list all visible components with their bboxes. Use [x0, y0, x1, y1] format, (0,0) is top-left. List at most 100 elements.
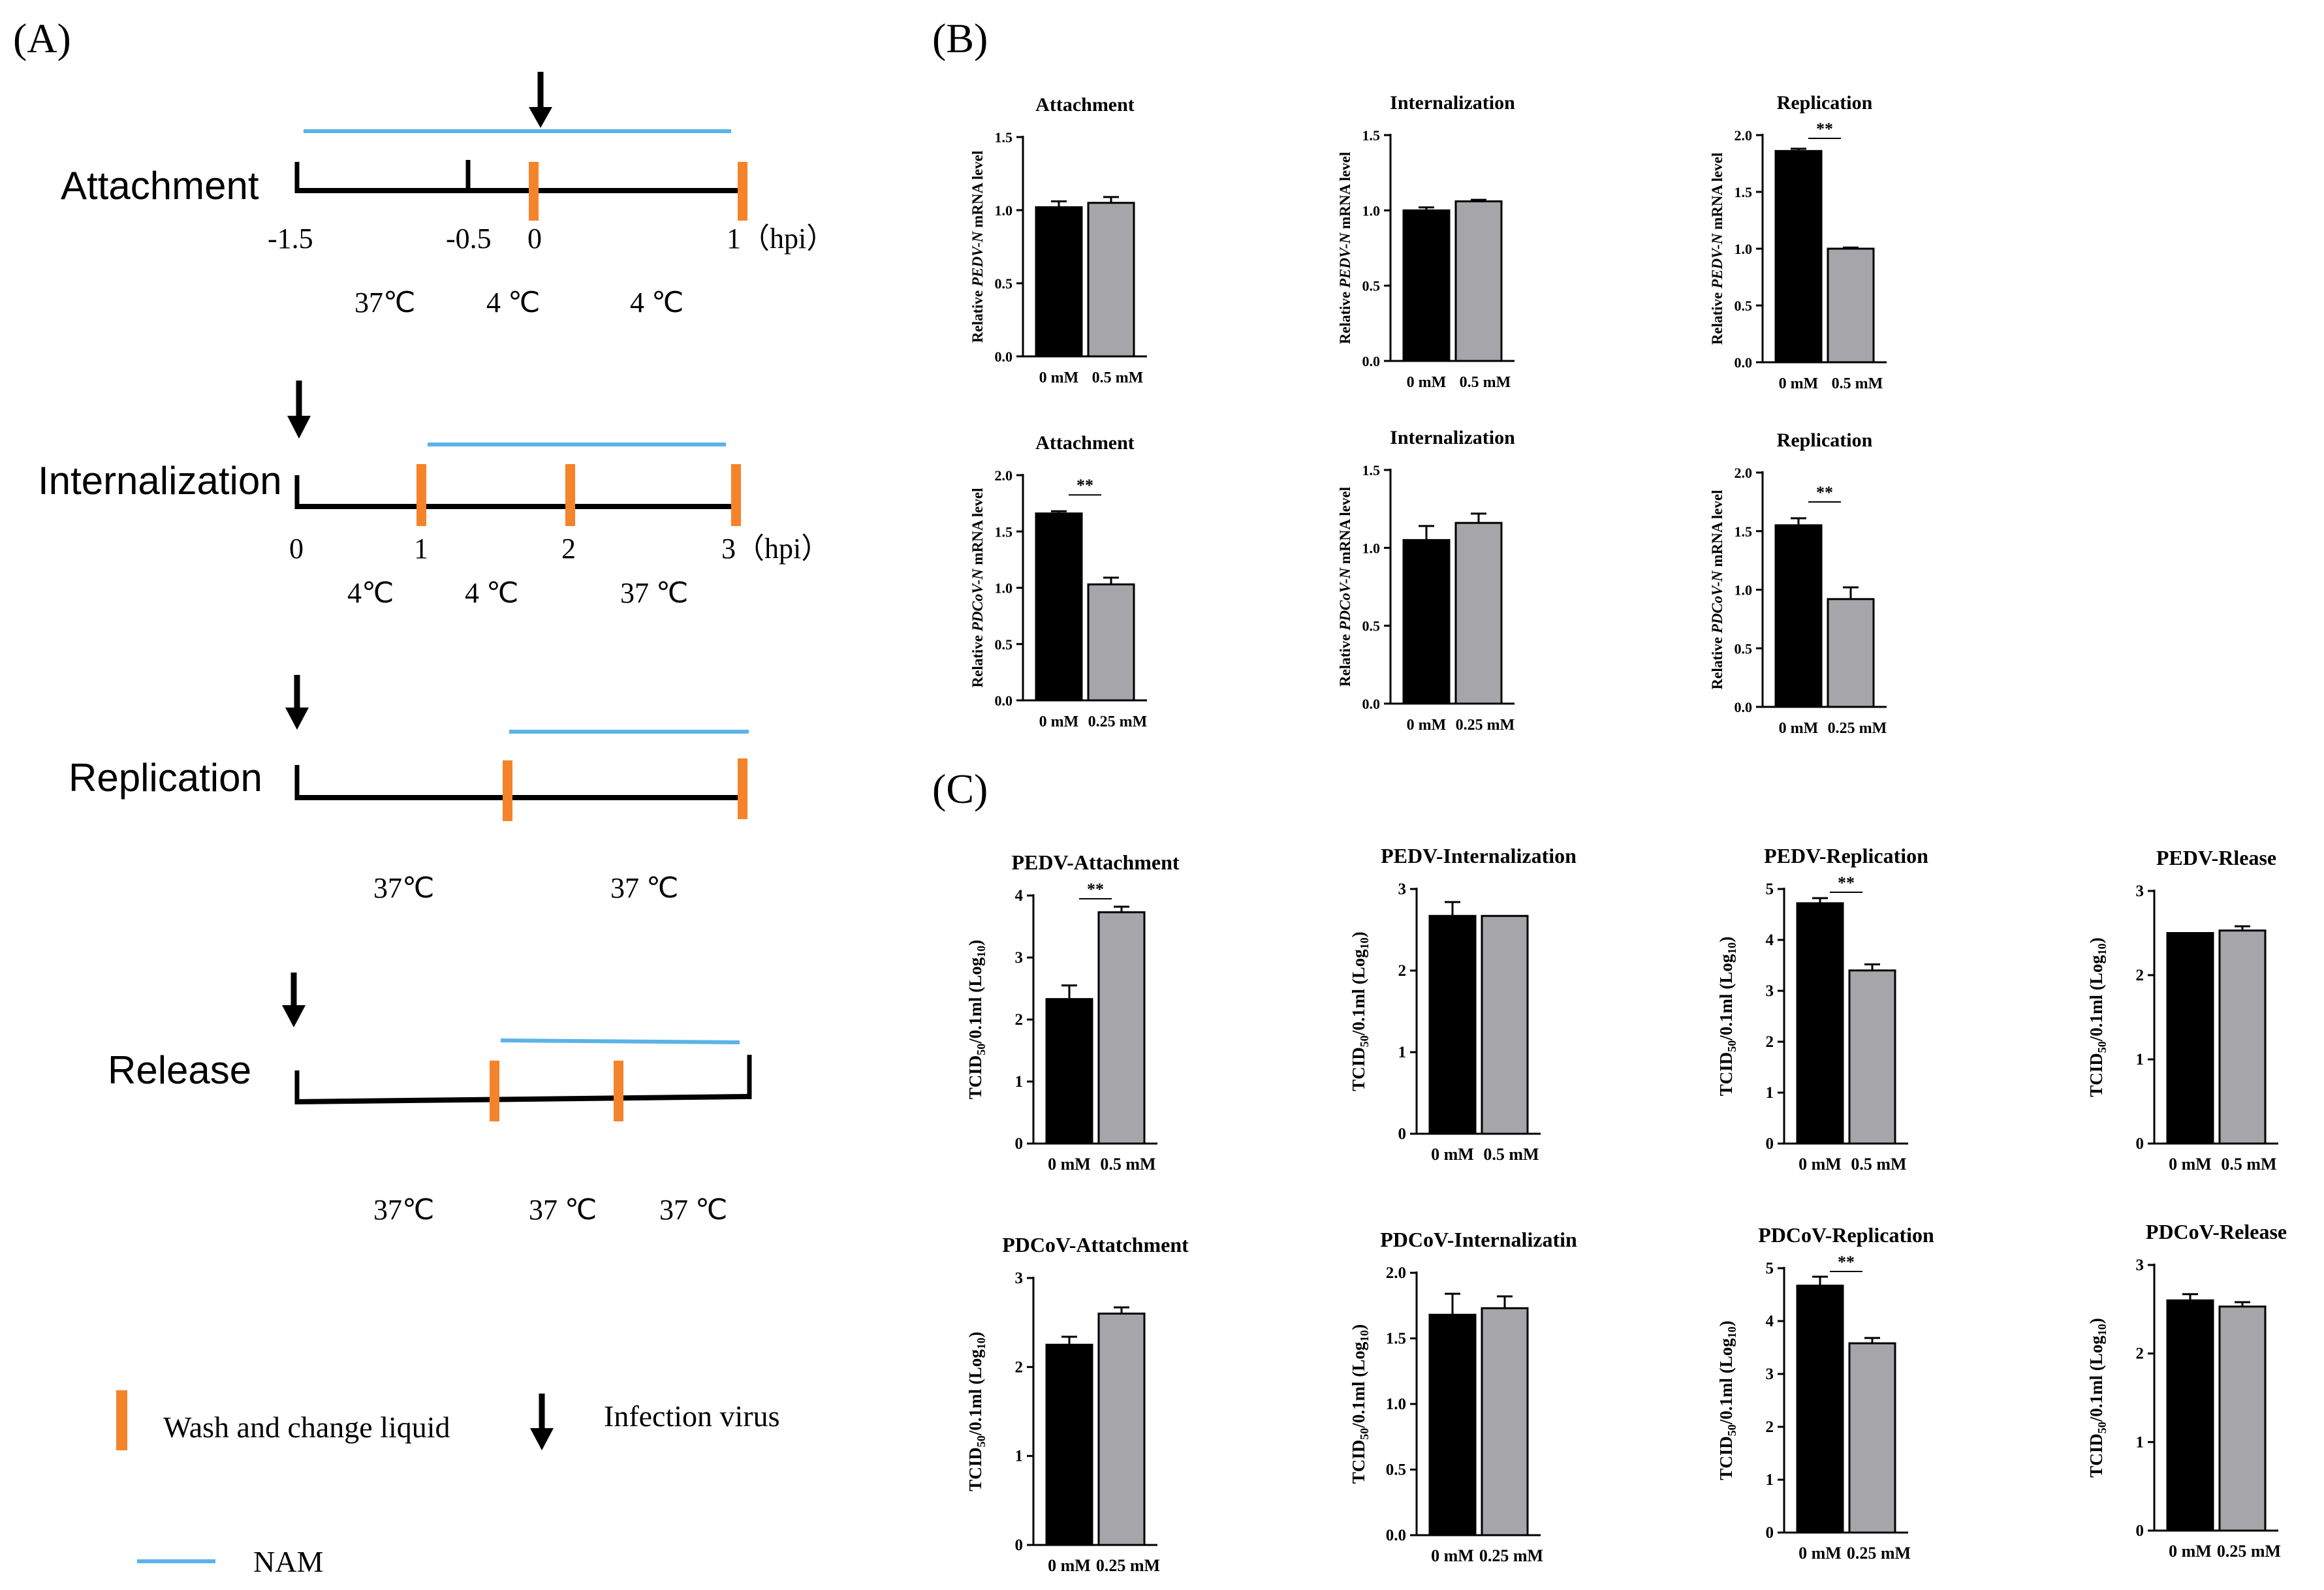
legend-infection-label: Infection virus [604, 1399, 780, 1433]
legend-nam-label: NAM [253, 1545, 323, 1578]
tick-label: 1（hpi） [727, 223, 835, 255]
y-tick-label: 3 [1015, 1270, 1024, 1287]
y-axis-label: TCID50/0.1ml (Log10) [1716, 937, 1738, 1097]
chart-b2: Internalization 0.0 0.5 1.0 1.5 Relative PEDV… [1337, 92, 1515, 391]
bar [1402, 538, 1451, 705]
y-tick-label: 2.0 [1735, 465, 1753, 481]
category-label: 0 mM [1431, 1145, 1474, 1164]
category-label: 0 mM [1779, 375, 1819, 392]
y-tick-label: 0.5 [1735, 298, 1753, 314]
bar [1097, 911, 1146, 1145]
y-tick-label: 1.5 [1735, 184, 1753, 200]
bar [1045, 1343, 1093, 1546]
temp-label: 37 ℃ [659, 1194, 727, 1226]
stage-label: Replication [69, 756, 262, 800]
chart-title: PDCoV-Attatchment [1002, 1233, 1189, 1256]
wash-marker [738, 162, 747, 221]
y-tick-label: 4 [1766, 931, 1774, 949]
y-tick-label: 0 [2136, 1522, 2144, 1540]
category-label: 0 mM [1039, 369, 1079, 386]
wash-marker [738, 758, 747, 819]
y-tick-label: 2 [1398, 962, 1407, 980]
y-tick-label: 3 [1398, 881, 1407, 898]
chart-title: Attachment [1035, 432, 1135, 454]
category-label: 0 mM [2169, 1542, 2212, 1561]
wash-marker [503, 760, 512, 821]
infection-arrow-icon [282, 973, 306, 1027]
bar [2218, 929, 2267, 1145]
chart-c2: PEDV-Internalization 0 1 2 3 TCID50/0.1ml (Lo… [1349, 844, 1577, 1164]
y-tick-label: 1.5 [995, 129, 1013, 146]
chart-title: PDCoV-Replication [1758, 1223, 1934, 1247]
chart-b3: Replication 0.0 0.5 1.0 1.5 2.0 Relative PEDV-… [1709, 92, 1887, 392]
y-tick-label: 3 [1015, 949, 1024, 967]
category-label: 0 mM [1798, 1155, 1842, 1174]
bar [1035, 206, 1083, 358]
category-label: 0.25 mM [1828, 720, 1887, 737]
bar [1454, 200, 1503, 362]
y-axis-label: Relative PEDV-N mRNA level [969, 151, 986, 343]
legend-wash-label: Wash and change liquid [163, 1411, 450, 1444]
tick-label: 0 [527, 223, 542, 255]
y-tick-label: 0.5 [1362, 278, 1381, 294]
y-tick-label: 0.5 [1386, 1461, 1406, 1479]
chart-title: PEDV-Attachment [1011, 850, 1179, 874]
y-tick-label: 2 [1766, 1033, 1774, 1051]
bar [1035, 512, 1083, 702]
y-tick-label: 0 [1015, 1536, 1024, 1554]
category-label: 0.25 mM [1096, 1556, 1160, 1575]
significance-label: ** [1087, 880, 1104, 899]
bar [1428, 1313, 1477, 1536]
temp-label: 37℃ [373, 872, 434, 904]
chart-c8: PDCoV-Release 0 1 2 3 TCID50/0.1ml (Log10) 0 m… [2086, 1220, 2287, 1561]
wash-marker [565, 464, 575, 526]
category-label: 0 mM [1431, 1546, 1474, 1565]
y-tick-label: 2 [1015, 1011, 1024, 1029]
bar [1045, 998, 1093, 1145]
y-axis-label: Relative PDCoV-N mRNA level [969, 488, 986, 688]
stage-label: Internalization [38, 459, 282, 503]
y-axis-label: Relative PEDV-N mRNA level [1709, 153, 1725, 345]
bar [1774, 149, 1823, 364]
y-tick-label: 1.5 [1362, 127, 1381, 144]
y-axis-label: TCID50/0.1ml (Log10) [1349, 1324, 1371, 1484]
temp-label: 4 ℃ [465, 577, 518, 609]
y-axis-label: TCID50/0.1ml (Log10) [2086, 1318, 2109, 1478]
chart-c7: PDCoV-Replication 0 1 2 3 4 5 TCID50/0.1ml (Log… [1716, 1223, 1934, 1563]
chart-title: PEDV-Rlease [2156, 846, 2276, 869]
temp-label: 37℃ [373, 1194, 434, 1226]
category-label: 0.5 mM [1100, 1155, 1155, 1174]
category-label: 0 mM [1798, 1544, 1842, 1563]
tick-label: -0.5 [446, 223, 492, 255]
tick-label: 1 [414, 533, 428, 565]
y-tick-label: 2 [1015, 1358, 1024, 1376]
stage-label: Attachment [61, 164, 259, 208]
y-tick-label: 4 [1766, 1313, 1774, 1330]
chart-c3: PEDV-Replication 0 1 2 3 4 5 TCID50/0.1ml (Log1… [1716, 844, 1928, 1174]
bar [1774, 524, 1823, 708]
y-tick-label: 1.5 [1362, 462, 1381, 478]
y-tick-label: 2 [1766, 1418, 1774, 1436]
y-tick-label: 3 [2136, 1256, 2144, 1274]
bar [1087, 583, 1135, 702]
category-label: 0 mM [1039, 713, 1079, 730]
tick-label: 3（hpi） [721, 533, 830, 565]
bar [1848, 1342, 1896, 1534]
y-axis-label: TCID50/0.1ml (Log10) [1349, 931, 1371, 1091]
y-axis-label: Relative PEDV-N mRNA level [1337, 152, 1353, 344]
category-label: 0.25 mM [1456, 717, 1515, 734]
bar [1796, 1285, 1844, 1534]
y-tick-label: 1 [1398, 1044, 1407, 1061]
significance-label: ** [1076, 476, 1093, 495]
y-tick-label: 4 [1015, 887, 1024, 905]
y-axis-label: TCID50/0.1ml (Log10) [966, 940, 988, 1100]
infection-arrow-icon [530, 1394, 554, 1450]
chart-c6: PDCoV-Internalizatin 0.0 0.5 1.0 1.5 2.0 TCID5… [1349, 1228, 1577, 1565]
category-label: 0.25 mM [1847, 1544, 1911, 1563]
category-label: 0 mM [1048, 1556, 1091, 1575]
y-axis-label: Relative PDCoV-N mRNA level [1709, 490, 1725, 690]
y-tick-label: 5 [1766, 1260, 1774, 1277]
y-tick-label: 1 [1015, 1073, 1024, 1091]
y-tick-label: 1.0 [995, 202, 1013, 219]
y-tick-label: 3 [1766, 982, 1774, 1000]
